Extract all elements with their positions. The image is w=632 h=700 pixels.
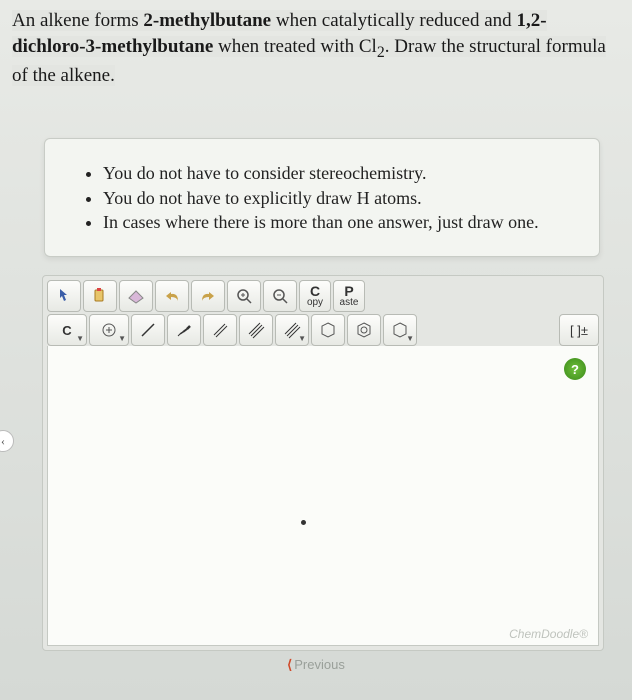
- prev-label: Previous: [294, 657, 345, 672]
- canvas-atom-dot[interactable]: [301, 520, 306, 525]
- q-seg: An alkene forms: [12, 10, 143, 31]
- copy-label-big: C: [310, 284, 320, 298]
- element-picker[interactable]: C ▼: [47, 314, 87, 346]
- q-sub: 2: [377, 43, 385, 60]
- move-tool[interactable]: [47, 280, 81, 312]
- copy-button[interactable]: C opy: [299, 280, 331, 312]
- recessed-bond-tool[interactable]: [167, 314, 201, 346]
- single-bond-tool[interactable]: [131, 314, 165, 346]
- drawing-canvas[interactable]: ? ChemDoodle®: [47, 346, 599, 646]
- panel-collapse-toggle[interactable]: ‹: [0, 430, 14, 452]
- toolbar: C opy P aste C ▼ ▼: [47, 280, 599, 346]
- dropdown-icon: ▼: [406, 334, 414, 343]
- help-icon: ?: [571, 362, 579, 377]
- chevron-left-icon: ‹: [1, 434, 5, 449]
- paste-label-small: aste: [340, 298, 359, 308]
- dropdown-icon: ▼: [118, 334, 126, 343]
- brand-label: ChemDoodle®: [509, 627, 588, 641]
- hint-item: You do not have to consider stereochemis…: [103, 161, 577, 185]
- paste-button[interactable]: P aste: [333, 280, 365, 312]
- paste-label-big: P: [344, 284, 353, 298]
- chevron-left-icon: ⟨: [287, 657, 292, 672]
- q-seg: when treated with Cl: [213, 36, 377, 57]
- hint-item: In cases where there is more than one an…: [103, 210, 577, 234]
- bond-menu[interactable]: ▼: [275, 314, 309, 346]
- undo-button[interactable]: [155, 280, 189, 312]
- q-seg: when catalytically reduced and: [271, 10, 516, 31]
- page: An alkene forms 2-methylbutane when cata…: [0, 0, 632, 700]
- cyclohexane-tool[interactable]: [311, 314, 345, 346]
- copy-label-small: opy: [307, 298, 323, 308]
- help-button[interactable]: ?: [564, 358, 586, 380]
- dropdown-icon: ▼: [76, 334, 84, 343]
- zoom-out-button[interactable]: [263, 280, 297, 312]
- lasso-tool[interactable]: [83, 280, 117, 312]
- hint-card: You do not have to consider stereochemis…: [44, 138, 600, 257]
- dropdown-icon: ▼: [298, 334, 306, 343]
- hint-item: You do not have to explicitly draw H ato…: [103, 186, 577, 210]
- previous-button[interactable]: ⟨Previous: [8, 657, 624, 673]
- element-label: C: [62, 323, 71, 338]
- erase-tool[interactable]: [119, 280, 153, 312]
- bracket-label: [ ]±: [570, 323, 588, 338]
- bracket-tool[interactable]: [ ]±: [559, 314, 599, 346]
- triple-bond-tool[interactable]: [239, 314, 273, 346]
- ring-menu[interactable]: ▼: [383, 314, 417, 346]
- q-bold: 2-methylbutane: [143, 10, 271, 31]
- redo-button[interactable]: [191, 280, 225, 312]
- question-text: An alkene forms 2-methylbutane when cata…: [8, 6, 624, 98]
- toolbar-row-1: C opy P aste: [47, 280, 599, 312]
- drawing-editor: C opy P aste C ▼ ▼: [42, 275, 604, 651]
- benzene-tool[interactable]: [347, 314, 381, 346]
- double-bond-tool[interactable]: [203, 314, 237, 346]
- toolbar-row-2: C ▼ ▼: [47, 314, 599, 346]
- charge-tool[interactable]: ▼: [89, 314, 129, 346]
- zoom-in-button[interactable]: [227, 280, 261, 312]
